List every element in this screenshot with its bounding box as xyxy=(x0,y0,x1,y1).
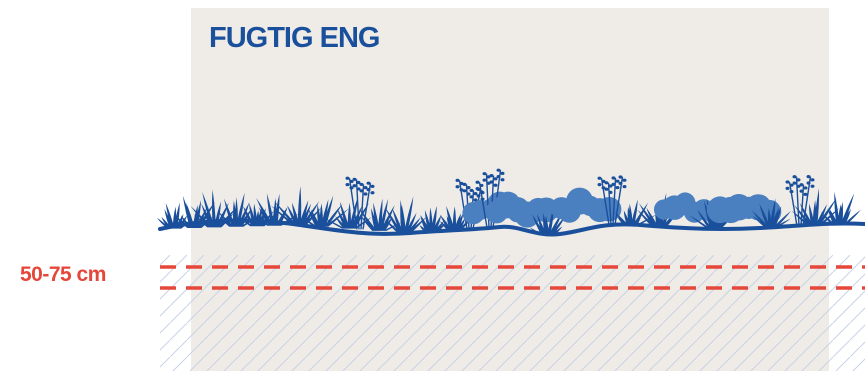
grass-tuft xyxy=(384,196,427,233)
water-table-lines xyxy=(160,265,865,290)
grass-tuft xyxy=(254,193,300,226)
grass-tuft xyxy=(359,198,402,231)
grass-tuft xyxy=(190,189,238,228)
diagram-title: FUGTIG ENG xyxy=(209,22,380,54)
grass-tuft xyxy=(322,195,372,229)
grass-tuft xyxy=(751,198,791,227)
grass-tuft xyxy=(217,192,256,227)
soil-hatch xyxy=(160,255,865,371)
flower-stalks xyxy=(597,175,627,225)
grass-tuft xyxy=(439,205,474,230)
grass-tuft xyxy=(820,191,862,225)
grass-tuft xyxy=(529,205,567,236)
grass-tuft xyxy=(419,205,448,232)
shrub xyxy=(550,187,622,223)
ground-line xyxy=(158,218,865,237)
grass-tuft xyxy=(270,186,322,225)
depth-label: 50-75 cm xyxy=(20,263,106,286)
grass-tuft xyxy=(791,188,840,226)
grass-tuft xyxy=(614,199,657,226)
meadow-vegetation xyxy=(156,168,862,236)
